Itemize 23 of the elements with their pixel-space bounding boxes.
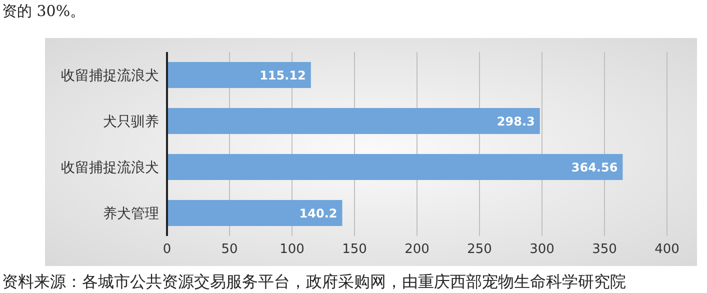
- x-tick-label: 0: [162, 242, 172, 258]
- y-tick-label: 收留捕捉流浪犬: [61, 160, 159, 176]
- data-label: 364.56: [571, 160, 618, 174]
- data-label: 298.3: [496, 114, 535, 128]
- x-tick-label: 100: [280, 242, 304, 258]
- bar: [167, 154, 623, 180]
- x-tick-label: 300: [530, 242, 554, 258]
- text: 资的 30%。: [2, 2, 86, 21]
- y-tick-label: 犬只驯养: [103, 114, 159, 130]
- x-tick-label: 250: [467, 242, 492, 258]
- x-tick-label: 150: [342, 242, 367, 258]
- data-label: 140.2: [299, 206, 338, 220]
- bar: [167, 200, 342, 226]
- x-tick-label: 400: [654, 242, 680, 258]
- y-tick-label: 养犬管理: [103, 206, 159, 222]
- bar: [167, 108, 540, 134]
- x-tick-label: 50: [221, 242, 238, 258]
- bar: [167, 62, 311, 88]
- y-tick-label: 收留捕捉流浪犬: [61, 68, 159, 84]
- data-label: 115.12: [260, 68, 306, 82]
- text: 资料来源：各城市公共资源交易服务平台，政府采购网，由重庆西部宠物生命科学研究院: [2, 272, 626, 293]
- x-tick-label: 350: [592, 242, 617, 258]
- x-tick-label: 200: [404, 242, 430, 258]
